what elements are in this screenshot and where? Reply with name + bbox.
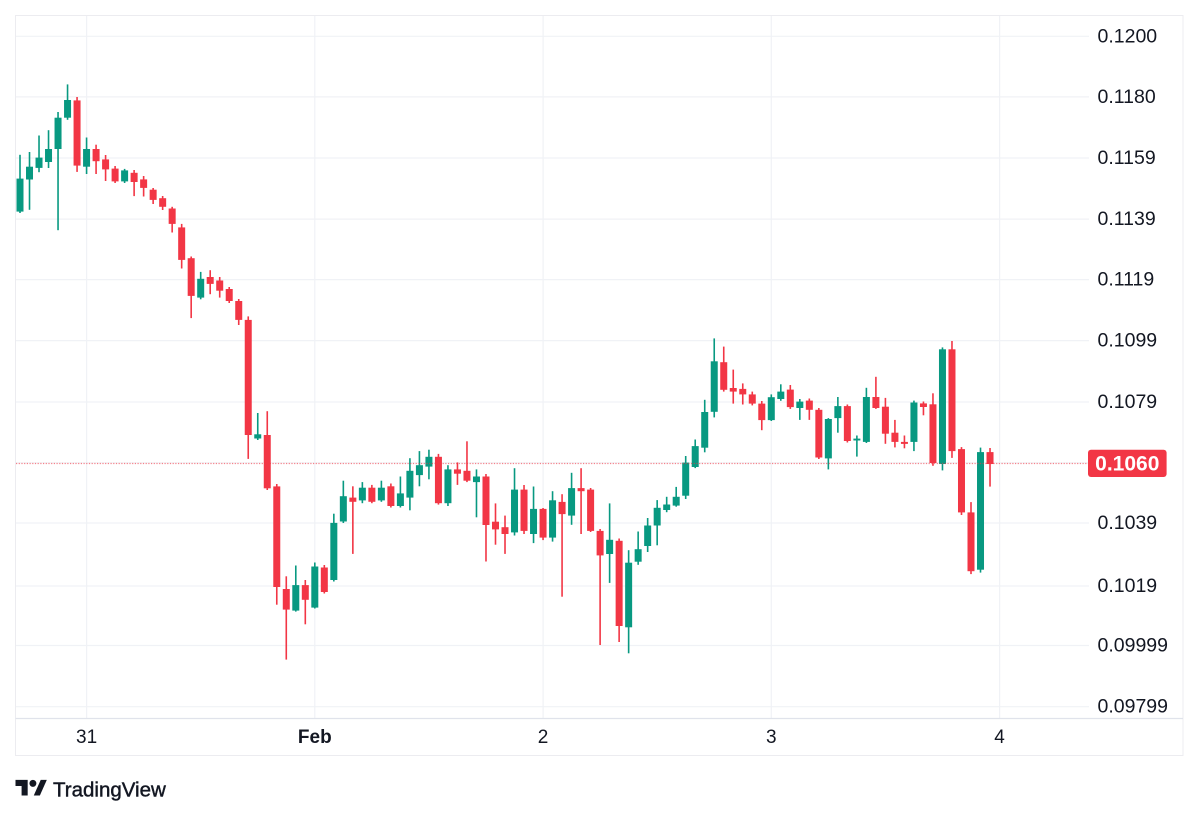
svg-text:0.1139: 0.1139 xyxy=(1098,208,1156,230)
svg-text:4: 4 xyxy=(994,727,1005,748)
svg-text:0.1039: 0.1039 xyxy=(1098,512,1158,534)
svg-text:3: 3 xyxy=(766,727,777,748)
svg-text:31: 31 xyxy=(76,727,97,748)
svg-text:Feb: Feb xyxy=(298,727,332,748)
svg-text:0.1200: 0.1200 xyxy=(1098,25,1158,47)
svg-text:0.1079: 0.1079 xyxy=(1098,391,1158,413)
svg-text:0.1180: 0.1180 xyxy=(1098,86,1156,108)
svg-text:2: 2 xyxy=(538,727,549,748)
svg-text:0.09999: 0.09999 xyxy=(1098,635,1169,657)
svg-text:TradingView: TradingView xyxy=(53,779,166,802)
svg-text:0.1060: 0.1060 xyxy=(1095,453,1159,476)
svg-text:0.1019: 0.1019 xyxy=(1098,575,1158,597)
svg-text:0.1159: 0.1159 xyxy=(1098,147,1156,169)
svg-text:0.1119: 0.1119 xyxy=(1098,269,1155,291)
svg-text:0.09799: 0.09799 xyxy=(1098,696,1169,718)
svg-text:0.1099: 0.1099 xyxy=(1098,330,1158,352)
